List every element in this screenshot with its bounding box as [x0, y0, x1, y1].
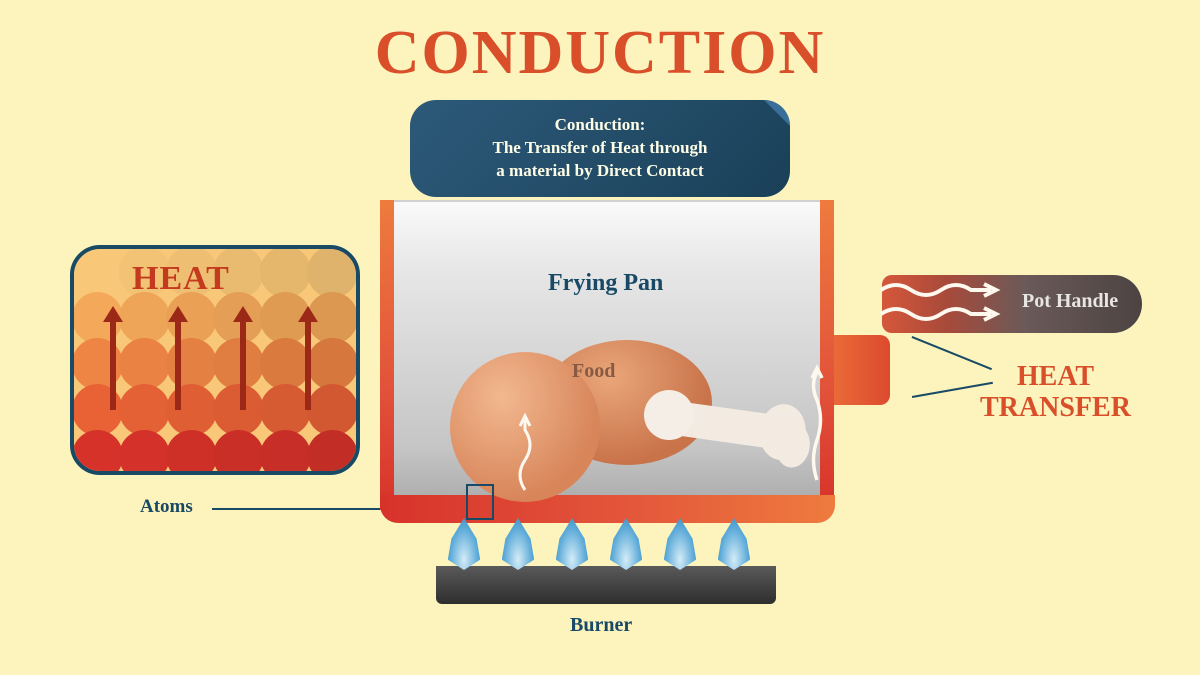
pan-bottom [380, 495, 835, 523]
subtitle-line3: a material by Direct Contact [446, 160, 754, 183]
heat-arrow-icon [240, 320, 246, 410]
atom-circle [119, 292, 170, 344]
heat-arrow-icon [110, 320, 116, 410]
flame-icon [716, 518, 752, 570]
atoms-label: Atoms [140, 496, 193, 518]
atom-circle [260, 430, 311, 475]
flame-icon [554, 518, 590, 570]
heat-transfer-label: HEAT TRANSFER [980, 362, 1131, 424]
atom-circle [213, 384, 264, 436]
atom-circle [307, 338, 358, 390]
food-bone-knob [644, 390, 694, 440]
flame-icon [608, 518, 644, 570]
food-label: Food [572, 360, 615, 383]
flame-icon [662, 518, 698, 570]
atom-detail-box [466, 484, 494, 520]
atom-circle [166, 338, 217, 390]
heat-wave-icon [876, 278, 1006, 302]
atom-circle [260, 338, 311, 390]
atom-circle [72, 430, 123, 475]
atom-circle [119, 338, 170, 390]
pan-handle-base [834, 335, 890, 405]
heat-label: HEAT [132, 260, 230, 298]
heat-wave-icon [807, 360, 827, 490]
heat-arrow-icon [305, 320, 311, 410]
frying-pan-label: Frying Pan [548, 270, 663, 297]
atom-circle [166, 430, 217, 475]
heat-wave-icon [510, 410, 540, 500]
main-title: CONDUCTION [375, 18, 826, 89]
burner-label: Burner [570, 614, 632, 637]
pan-wall-left [380, 200, 394, 510]
burner-base [436, 566, 776, 604]
atom-circle [260, 246, 311, 298]
atom-circle [307, 430, 358, 475]
pot-handle-label: Pot Handle [1022, 290, 1118, 313]
flame-icon [500, 518, 536, 570]
atom-circle [119, 430, 170, 475]
subtitle-line1: Conduction: [446, 114, 754, 137]
atom-circle [72, 246, 123, 298]
ht-line2: TRANSFER [980, 393, 1131, 424]
flame-icon [446, 518, 482, 570]
atoms-row [74, 341, 356, 387]
atom-circle [166, 384, 217, 436]
heat-arrow-icon [175, 320, 181, 410]
atom-circle [307, 384, 358, 436]
subtitle-panel: Conduction: The Transfer of Heat through… [410, 100, 790, 197]
atom-circle [260, 384, 311, 436]
atoms-row [74, 433, 356, 475]
subtitle-line2: The Transfer of Heat through [446, 137, 754, 160]
heat-wave-icon [876, 302, 1006, 326]
atom-circle [213, 338, 264, 390]
atom-circle [213, 430, 264, 475]
ht-line1: HEAT [980, 362, 1131, 393]
atom-circle [307, 246, 358, 298]
atom-circle [119, 384, 170, 436]
atoms-row [74, 387, 356, 433]
